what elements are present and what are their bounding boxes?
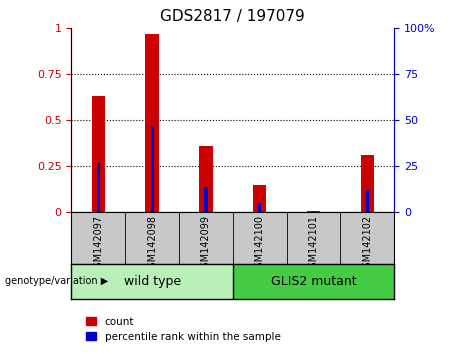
Text: GSM142102: GSM142102 (362, 215, 372, 274)
Bar (307, 211, 320, 212)
Bar (258, 203, 261, 212)
Text: GSM142101: GSM142101 (308, 215, 319, 274)
Text: GSM142099: GSM142099 (201, 215, 211, 274)
Bar (366, 190, 369, 212)
Bar (92, 96, 105, 212)
Bar (204, 187, 207, 212)
Text: GLIS2 mutant: GLIS2 mutant (271, 275, 356, 288)
Title: GDS2817 / 197079: GDS2817 / 197079 (160, 9, 305, 24)
Bar (199, 146, 213, 212)
Bar (253, 185, 266, 212)
Legend: count, percentile rank within the sample: count, percentile rank within the sample (86, 316, 280, 342)
Text: GSM142100: GSM142100 (254, 215, 265, 274)
Bar (233, 264, 394, 299)
Text: GSM142097: GSM142097 (93, 215, 103, 274)
Bar (361, 155, 374, 212)
Bar (97, 163, 100, 212)
Bar (71, 264, 233, 299)
Text: GSM142098: GSM142098 (147, 215, 157, 274)
Text: genotype/variation ▶: genotype/variation ▶ (5, 276, 108, 286)
Bar (150, 126, 154, 212)
Bar (312, 211, 315, 212)
Text: wild type: wild type (124, 275, 181, 288)
Bar (145, 34, 159, 212)
